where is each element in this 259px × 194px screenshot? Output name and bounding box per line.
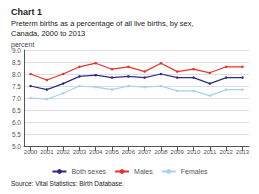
svg-text:Males: Males xyxy=(134,168,153,175)
svg-text:Females: Females xyxy=(181,168,208,175)
svg-text:Chart 1: Chart 1 xyxy=(11,7,42,17)
svg-text:2008: 2008 xyxy=(154,149,168,155)
svg-text:6.5: 6.5 xyxy=(12,107,21,114)
svg-text:5.0: 5.0 xyxy=(12,143,21,150)
svg-text:2011: 2011 xyxy=(203,149,217,155)
svg-text:8.0: 8.0 xyxy=(12,71,21,78)
svg-text:9.0: 9.0 xyxy=(12,46,21,54)
svg-text:8.5: 8.5 xyxy=(12,59,21,66)
svg-text:2013: 2013 xyxy=(236,149,250,155)
svg-text:Both sexes: Both sexes xyxy=(71,168,106,175)
svg-text:2001: 2001 xyxy=(40,149,54,155)
svg-text:Source: Vital Statistics: Birt: Source: Vital Statistics: Birth Database… xyxy=(11,180,124,187)
svg-text:2012: 2012 xyxy=(219,149,233,155)
svg-text:2000: 2000 xyxy=(24,149,38,155)
svg-text:6.0: 6.0 xyxy=(12,119,21,126)
svg-text:Canada, 2000 to 2013: Canada, 2000 to 2013 xyxy=(11,29,85,38)
svg-text:7.0: 7.0 xyxy=(12,95,21,102)
svg-text:2004: 2004 xyxy=(89,149,103,155)
svg-text:2010: 2010 xyxy=(187,149,201,155)
svg-text:Preterm births as a percentage: Preterm births as a percentage of all li… xyxy=(11,19,194,28)
svg-text:2003: 2003 xyxy=(73,149,87,155)
svg-text:percent: percent xyxy=(11,41,34,49)
svg-text:2002: 2002 xyxy=(56,149,70,155)
svg-text:7.5: 7.5 xyxy=(12,83,21,90)
svg-text:5.5: 5.5 xyxy=(12,131,21,138)
svg-text:2009: 2009 xyxy=(171,149,185,155)
svg-text:2005: 2005 xyxy=(105,149,119,155)
svg-text:2007: 2007 xyxy=(138,149,152,155)
svg-text:2006: 2006 xyxy=(122,149,136,155)
